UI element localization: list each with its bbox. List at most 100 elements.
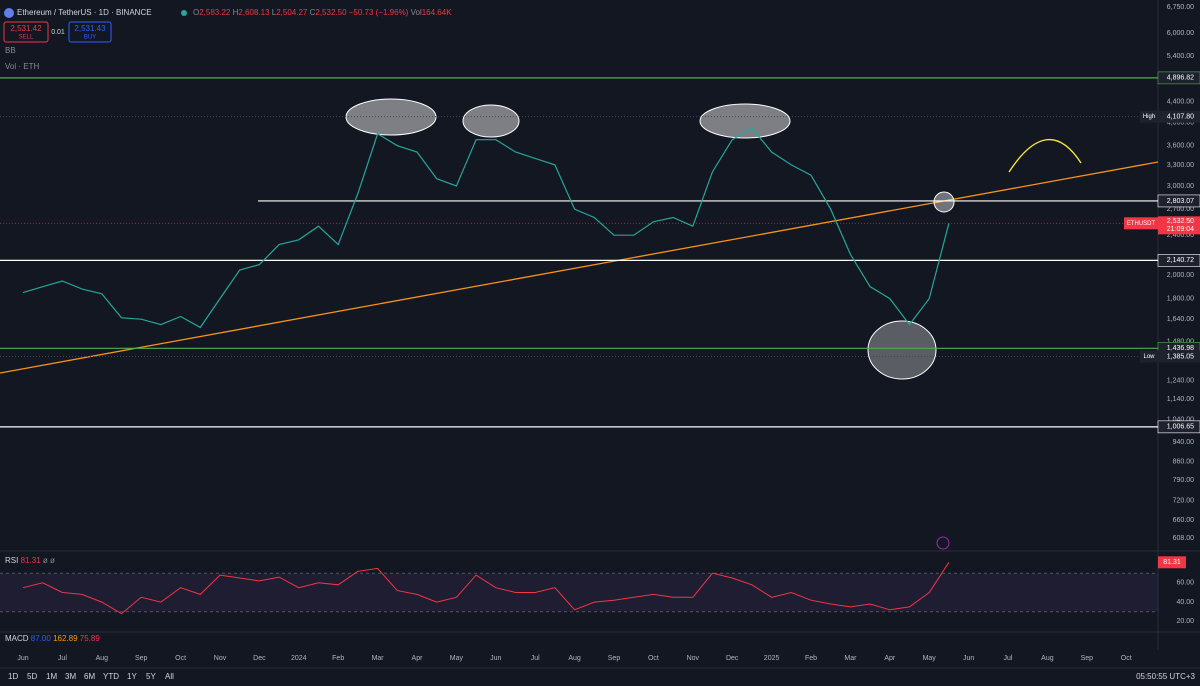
series-line (22, 127, 950, 329)
x-tick-label: 2025 (764, 655, 780, 662)
range-button[interactable]: 3M (65, 672, 76, 681)
ellipse-annotation (462, 104, 520, 138)
y-tick-label: 2,400.00 (1167, 232, 1194, 239)
macd-title[interactable]: MACD (5, 634, 29, 643)
symbol-title[interactable]: Ethereum / TetherUS · 1D · BINANCE (17, 8, 152, 17)
x-tick-label: Jun (17, 655, 28, 662)
macd-histogram: 75.89 (80, 634, 101, 643)
indicator-label[interactable]: Vol · ETH (5, 62, 39, 71)
symbol-tag (1124, 217, 1158, 230)
level-label: 1,006.65 (1167, 424, 1194, 431)
last-price: 2,532.50 (1167, 218, 1194, 225)
rsi-settings: ø ø (43, 556, 55, 565)
x-tick-label: Feb (805, 655, 817, 662)
series-line (22, 562, 950, 615)
x-tick-label: Dec (726, 655, 739, 662)
rsi-badge (1158, 556, 1186, 569)
circle-annotation (933, 191, 955, 213)
x-tick-label: Oct (648, 655, 659, 662)
x-tick-label: Jun (490, 655, 501, 662)
low-badge (1158, 350, 1200, 363)
change: −50.73 (−1.96%) (349, 8, 409, 17)
level-label: 4,896.82 (1167, 75, 1194, 82)
rsi-title[interactable]: RSI (5, 556, 18, 565)
y-tick-label: 790.00 (1173, 477, 1195, 484)
alert-icon[interactable] (936, 536, 950, 550)
x-tick-label: Oct (1121, 655, 1132, 662)
x-tick-label: Jul (531, 655, 540, 662)
level-badge (1157, 194, 1200, 208)
volume-label: Vol (411, 8, 422, 17)
range-button[interactable]: YTD (103, 672, 119, 681)
level-badge (1157, 71, 1200, 85)
sell-button[interactable] (3, 21, 49, 43)
arc-annotation (1008, 138, 1082, 173)
x-tick-label: 2024 (291, 655, 307, 662)
range-button[interactable]: 5D (27, 672, 37, 681)
range-button[interactable]: 1D (8, 672, 18, 681)
level-label: 2,803.07 (1167, 198, 1194, 205)
last-price-badge (1158, 216, 1200, 235)
quantity[interactable]: 0.01 (51, 29, 65, 36)
rsi-tick-label: 40.00 (1176, 599, 1194, 606)
rsi-band (0, 573, 1158, 612)
range-button[interactable]: 5Y (146, 672, 156, 681)
x-tick-label: Dec (253, 655, 266, 662)
y-tick-label: 6,000.00 (1167, 30, 1194, 37)
clock: 05:50:55 UTC+3 (1136, 672, 1195, 681)
volume: 164.64K (422, 8, 452, 17)
high-label: 4,107.80 (1167, 113, 1194, 120)
range-button[interactable]: 1Y (127, 672, 137, 681)
y-tick-label: 720.00 (1173, 498, 1195, 505)
macd-signal: 162.89 (53, 634, 78, 643)
high: 2,608.13 (238, 8, 270, 17)
level-label: 2,140.72 (1167, 257, 1194, 264)
range-button[interactable]: All (165, 672, 174, 681)
symbol-name: ETHUSDT (1127, 221, 1156, 227)
high-label: H (233, 8, 239, 17)
x-tick-label: Aug (1041, 655, 1054, 662)
y-tick-label: 608.00 (1173, 535, 1195, 542)
x-tick-label: Nov (687, 655, 700, 662)
symbol-icon (4, 8, 14, 18)
x-tick-label: Mar (844, 655, 857, 662)
y-tick-label: 4,000.00 (1167, 119, 1194, 126)
y-tick-label: 2,000.00 (1167, 272, 1194, 279)
y-tick-label: 1,800.00 (1167, 295, 1194, 302)
low-name: Low (1143, 354, 1155, 360)
indicator-label[interactable]: BB (5, 46, 16, 55)
x-tick-label: Jul (58, 655, 67, 662)
buy-button[interactable] (68, 21, 112, 43)
level-badge (1157, 254, 1200, 267)
y-tick-label: 3,300.00 (1167, 162, 1194, 169)
macd-value: 87.00 (31, 634, 52, 643)
y-tick-label: 3,000.00 (1167, 183, 1194, 190)
market-status (181, 10, 187, 16)
open-label: O (193, 8, 199, 17)
x-tick-label: Mar (372, 655, 385, 662)
x-tick-label: Jun (963, 655, 974, 662)
rsi-legend: RSI 81.31 ø ø (5, 556, 55, 565)
range-button[interactable]: 6M (84, 672, 95, 681)
x-tick-label: Apr (412, 655, 424, 662)
y-tick-label: 940.00 (1173, 439, 1195, 446)
y-tick-label: 1,240.00 (1167, 378, 1194, 385)
range-button[interactable]: 1M (46, 672, 57, 681)
x-tick-label: Sep (135, 655, 148, 662)
rsi-value: 81.31 (21, 556, 42, 565)
sell-price: 2,531.42 (10, 24, 42, 33)
x-tick-label: Jul (1004, 655, 1013, 662)
trendline (0, 161, 1159, 374)
macd-legend: MACD 87.00 162.89 75.89 (5, 634, 100, 643)
buy-price: 2,531.43 (74, 24, 106, 33)
y-tick-label: 1,040.00 (1167, 417, 1194, 424)
level-badge (1157, 420, 1200, 434)
y-tick-label: 1,640.00 (1167, 316, 1194, 323)
low-label: 1,385.05 (1167, 353, 1194, 360)
x-tick-label: Aug (96, 655, 109, 662)
rsi-tick-label: 60.00 (1176, 580, 1194, 587)
sell-label: SELL (19, 35, 34, 41)
close-label: C (310, 8, 316, 17)
